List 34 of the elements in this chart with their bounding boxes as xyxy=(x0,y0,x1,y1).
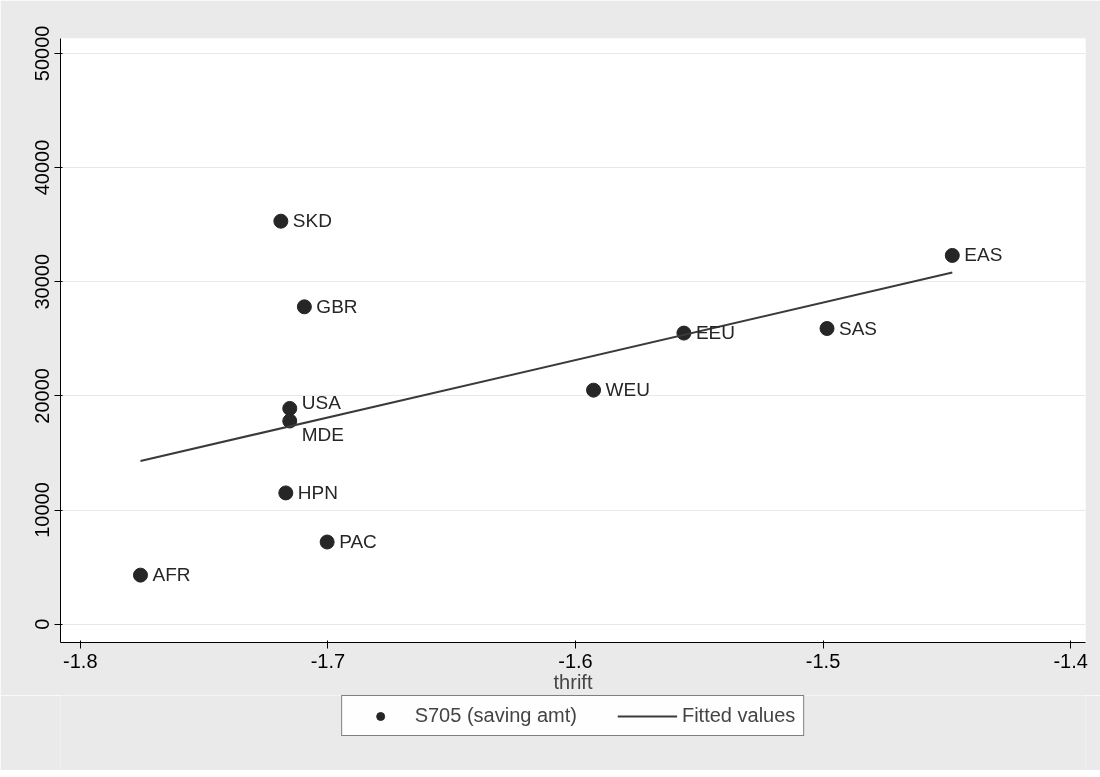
annotation: EAS xyxy=(964,244,1003,266)
x-tick-label: -1.7 xyxy=(310,649,346,672)
y-tick-label: 0 xyxy=(31,618,54,630)
legend-label: Fitted values xyxy=(681,704,796,727)
annotation: AFR xyxy=(152,564,191,586)
x-tick-label: -1.6 xyxy=(558,649,593,672)
point xyxy=(819,321,835,336)
y-tick-label: 50000 xyxy=(31,25,54,82)
point xyxy=(944,247,960,263)
annotation: USA xyxy=(301,392,342,414)
point xyxy=(278,485,294,501)
x-axis-title: thrift xyxy=(553,670,593,693)
annotation: SAS xyxy=(839,317,878,339)
point xyxy=(319,534,335,550)
point xyxy=(586,382,602,398)
point xyxy=(273,213,289,229)
annotation: HPN xyxy=(297,481,338,503)
legend-label: S705 (saving amt) xyxy=(414,704,577,727)
annotation: WEU xyxy=(605,379,650,401)
x-tick-label: -1.5 xyxy=(805,649,841,672)
point xyxy=(282,400,298,416)
annotation: SKD xyxy=(292,210,332,232)
annotation: MDE xyxy=(301,424,344,445)
y-tick-label: 40000 xyxy=(31,139,54,196)
y-tick-label: 10000 xyxy=(31,482,54,538)
point xyxy=(296,299,312,315)
x-tick-label: -1.8 xyxy=(63,649,98,672)
annotation: GBR xyxy=(316,295,358,317)
point xyxy=(132,567,148,583)
x-tick-label: -1.4 xyxy=(1053,649,1088,672)
y-tick-label: 30000 xyxy=(31,253,54,310)
annotation: PAC xyxy=(339,531,377,553)
y-tick-label: 20000 xyxy=(31,368,54,424)
annotation: EEU xyxy=(695,322,735,344)
